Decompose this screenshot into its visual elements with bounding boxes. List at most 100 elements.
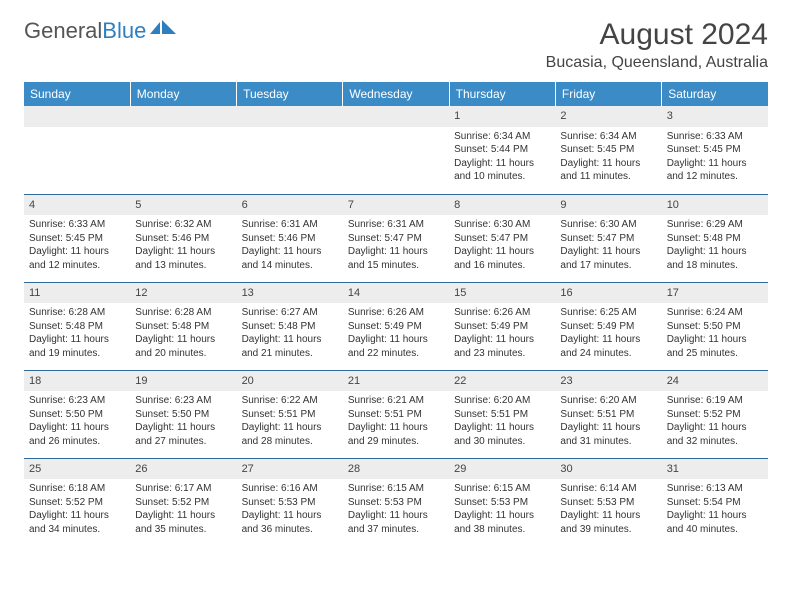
sunset-text: Sunset: 5:48 PM [667, 232, 763, 246]
calendar-cell: 1Sunrise: 6:34 AMSunset: 5:44 PMDaylight… [449, 106, 555, 194]
calendar-cell: 20Sunrise: 6:22 AMSunset: 5:51 PMDayligh… [237, 370, 343, 458]
calendar-cell: 10Sunrise: 6:29 AMSunset: 5:48 PMDayligh… [662, 194, 768, 282]
day-body: Sunrise: 6:23 AMSunset: 5:50 PMDaylight:… [24, 391, 130, 452]
sunset-text: Sunset: 5:47 PM [348, 232, 444, 246]
day-body: Sunrise: 6:21 AMSunset: 5:51 PMDaylight:… [343, 391, 449, 452]
sunset-text: Sunset: 5:51 PM [560, 408, 656, 422]
calendar-week-row: 11Sunrise: 6:28 AMSunset: 5:48 PMDayligh… [24, 282, 768, 370]
daylight-text: Daylight: 11 hours and 23 minutes. [454, 333, 550, 360]
calendar-cell: 15Sunrise: 6:26 AMSunset: 5:49 PMDayligh… [449, 282, 555, 370]
sunset-text: Sunset: 5:47 PM [454, 232, 550, 246]
calendar-cell: 2Sunrise: 6:34 AMSunset: 5:45 PMDaylight… [555, 106, 661, 194]
day-body: Sunrise: 6:16 AMSunset: 5:53 PMDaylight:… [237, 479, 343, 540]
day-number: 17 [662, 283, 768, 304]
calendar-week-row: 18Sunrise: 6:23 AMSunset: 5:50 PMDayligh… [24, 370, 768, 458]
daylight-text: Daylight: 11 hours and 30 minutes. [454, 421, 550, 448]
calendar-cell: 30Sunrise: 6:14 AMSunset: 5:53 PMDayligh… [555, 458, 661, 546]
sunset-text: Sunset: 5:52 PM [135, 496, 231, 510]
calendar-cell: 8Sunrise: 6:30 AMSunset: 5:47 PMDaylight… [449, 194, 555, 282]
calendar-cell: 3Sunrise: 6:33 AMSunset: 5:45 PMDaylight… [662, 106, 768, 194]
sunset-text: Sunset: 5:50 PM [667, 320, 763, 334]
day-number: 4 [24, 195, 130, 216]
calendar-cell: 7Sunrise: 6:31 AMSunset: 5:47 PMDaylight… [343, 194, 449, 282]
day-number: 30 [555, 459, 661, 480]
daylight-text: Daylight: 11 hours and 25 minutes. [667, 333, 763, 360]
day-number: 19 [130, 371, 236, 392]
day-body: Sunrise: 6:20 AMSunset: 5:51 PMDaylight:… [449, 391, 555, 452]
sunset-text: Sunset: 5:49 PM [454, 320, 550, 334]
calendar-week-row: 25Sunrise: 6:18 AMSunset: 5:52 PMDayligh… [24, 458, 768, 546]
day-body: Sunrise: 6:20 AMSunset: 5:51 PMDaylight:… [555, 391, 661, 452]
sunset-text: Sunset: 5:53 PM [348, 496, 444, 510]
sunrise-text: Sunrise: 6:14 AM [560, 482, 656, 496]
sunrise-text: Sunrise: 6:15 AM [348, 482, 444, 496]
day-body: Sunrise: 6:15 AMSunset: 5:53 PMDaylight:… [343, 479, 449, 540]
sunset-text: Sunset: 5:54 PM [667, 496, 763, 510]
daylight-text: Daylight: 11 hours and 35 minutes. [135, 509, 231, 536]
day-number: 8 [449, 195, 555, 216]
sunset-text: Sunset: 5:45 PM [667, 143, 763, 157]
calendar-cell [343, 106, 449, 194]
sunrise-text: Sunrise: 6:29 AM [667, 218, 763, 232]
daylight-text: Daylight: 11 hours and 13 minutes. [135, 245, 231, 272]
sunrise-text: Sunrise: 6:26 AM [454, 306, 550, 320]
calendar-cell: 27Sunrise: 6:16 AMSunset: 5:53 PMDayligh… [237, 458, 343, 546]
month-title: August 2024 [546, 18, 768, 52]
day-body: Sunrise: 6:29 AMSunset: 5:48 PMDaylight:… [662, 215, 768, 276]
calendar-cell: 29Sunrise: 6:15 AMSunset: 5:53 PMDayligh… [449, 458, 555, 546]
calendar-cell: 13Sunrise: 6:27 AMSunset: 5:48 PMDayligh… [237, 282, 343, 370]
sunrise-text: Sunrise: 6:30 AM [454, 218, 550, 232]
weekday-header: Thursday [449, 82, 555, 106]
day-body: Sunrise: 6:33 AMSunset: 5:45 PMDaylight:… [24, 215, 130, 276]
day-number: 1 [449, 106, 555, 127]
weekday-row: SundayMondayTuesdayWednesdayThursdayFrid… [24, 82, 768, 106]
calendar-cell: 21Sunrise: 6:21 AMSunset: 5:51 PMDayligh… [343, 370, 449, 458]
sunrise-text: Sunrise: 6:25 AM [560, 306, 656, 320]
day-number: 20 [237, 371, 343, 392]
daylight-text: Daylight: 11 hours and 26 minutes. [29, 421, 125, 448]
day-number: 6 [237, 195, 343, 216]
weekday-header: Wednesday [343, 82, 449, 106]
sunset-text: Sunset: 5:45 PM [29, 232, 125, 246]
sunset-text: Sunset: 5:51 PM [454, 408, 550, 422]
sunrise-text: Sunrise: 6:26 AM [348, 306, 444, 320]
sunset-text: Sunset: 5:52 PM [667, 408, 763, 422]
daylight-text: Daylight: 11 hours and 29 minutes. [348, 421, 444, 448]
day-number: 10 [662, 195, 768, 216]
sunrise-text: Sunrise: 6:27 AM [242, 306, 338, 320]
day-body: Sunrise: 6:27 AMSunset: 5:48 PMDaylight:… [237, 303, 343, 364]
day-number: 28 [343, 459, 449, 480]
calendar-cell: 31Sunrise: 6:13 AMSunset: 5:54 PMDayligh… [662, 458, 768, 546]
sunrise-text: Sunrise: 6:15 AM [454, 482, 550, 496]
calendar-cell: 19Sunrise: 6:23 AMSunset: 5:50 PMDayligh… [130, 370, 236, 458]
sunrise-text: Sunrise: 6:32 AM [135, 218, 231, 232]
weekday-header: Friday [555, 82, 661, 106]
daylight-text: Daylight: 11 hours and 37 minutes. [348, 509, 444, 536]
calendar-cell [237, 106, 343, 194]
sunset-text: Sunset: 5:46 PM [135, 232, 231, 246]
calendar-cell: 16Sunrise: 6:25 AMSunset: 5:49 PMDayligh… [555, 282, 661, 370]
day-body: Sunrise: 6:30 AMSunset: 5:47 PMDaylight:… [555, 215, 661, 276]
sunrise-text: Sunrise: 6:21 AM [348, 394, 444, 408]
sunrise-text: Sunrise: 6:34 AM [560, 130, 656, 144]
sunrise-text: Sunrise: 6:23 AM [29, 394, 125, 408]
daylight-text: Daylight: 11 hours and 22 minutes. [348, 333, 444, 360]
weekday-header: Monday [130, 82, 236, 106]
day-number: 5 [130, 195, 236, 216]
day-number: 16 [555, 283, 661, 304]
daylight-text: Daylight: 11 hours and 21 minutes. [242, 333, 338, 360]
daylight-text: Daylight: 11 hours and 18 minutes. [667, 245, 763, 272]
day-number: 14 [343, 283, 449, 304]
calendar-cell: 11Sunrise: 6:28 AMSunset: 5:48 PMDayligh… [24, 282, 130, 370]
daylight-text: Daylight: 11 hours and 39 minutes. [560, 509, 656, 536]
calendar-cell: 24Sunrise: 6:19 AMSunset: 5:52 PMDayligh… [662, 370, 768, 458]
sunrise-text: Sunrise: 6:34 AM [454, 130, 550, 144]
day-body: Sunrise: 6:23 AMSunset: 5:50 PMDaylight:… [130, 391, 236, 452]
sunrise-text: Sunrise: 6:24 AM [667, 306, 763, 320]
page-header: GeneralBlue August 2024 Bucasia, Queensl… [24, 18, 768, 72]
day-number: 13 [237, 283, 343, 304]
sunset-text: Sunset: 5:44 PM [454, 143, 550, 157]
weekday-header: Sunday [24, 82, 130, 106]
day-number: 3 [662, 106, 768, 127]
sunset-text: Sunset: 5:48 PM [29, 320, 125, 334]
